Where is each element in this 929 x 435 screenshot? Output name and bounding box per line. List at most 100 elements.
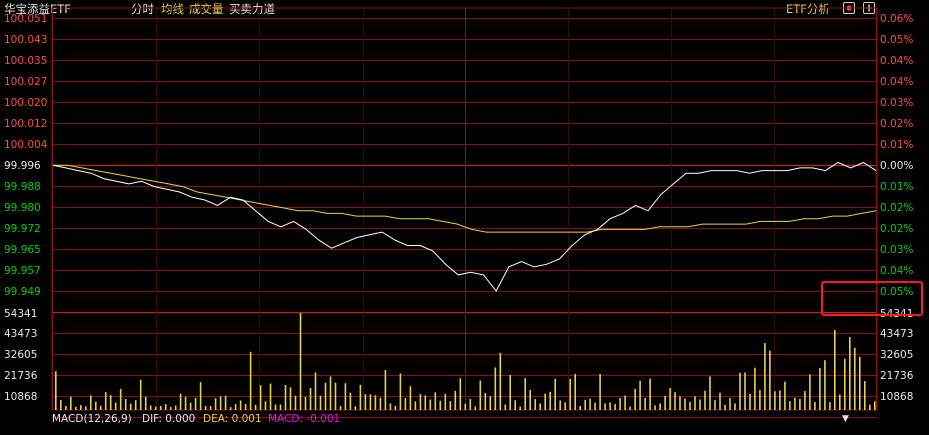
volume-bar xyxy=(334,382,337,410)
volume-bar xyxy=(344,383,347,410)
percent-tick-label: 0.05% xyxy=(880,34,913,46)
percent-tick-label: 0.02% xyxy=(880,223,913,235)
price-line xyxy=(52,161,877,292)
volume-bar xyxy=(284,385,287,410)
volume-bar xyxy=(559,400,561,410)
volume-tick-label: 10868 xyxy=(4,391,37,403)
volume-bar xyxy=(619,398,621,410)
volume-bar xyxy=(55,371,57,410)
volume-bar xyxy=(539,403,541,410)
volume-bar xyxy=(799,398,801,410)
volume-bar xyxy=(394,405,397,410)
percent-tick-label: 0.04% xyxy=(880,265,913,277)
macd-dea: DEA: 0.001 xyxy=(203,413,262,425)
tab-avg-line[interactable]: 均线 xyxy=(161,2,184,16)
volume-bar xyxy=(304,396,307,410)
volume-bar xyxy=(874,401,876,410)
volume-bar xyxy=(479,380,482,410)
volume-bar xyxy=(654,405,656,410)
percent-tick-label: 0.06% xyxy=(880,13,913,25)
volume-bar xyxy=(649,378,651,410)
volume-bar xyxy=(609,402,611,410)
volume-bar xyxy=(529,390,531,410)
volume-bar xyxy=(234,404,237,410)
macd-name[interactable]: MACD(12,26,9) xyxy=(52,413,132,425)
price-tick-label: 99.980 xyxy=(4,202,41,214)
volume-bar xyxy=(384,370,387,410)
volume-bar xyxy=(349,392,352,410)
volume-bar xyxy=(244,404,247,410)
collapse-arrow-icon[interactable]: ▼ xyxy=(842,414,849,424)
volume-bar xyxy=(824,360,826,410)
volume-bar xyxy=(489,396,492,410)
volume-bar xyxy=(354,406,357,410)
volume-bar xyxy=(75,406,77,410)
volume-bar xyxy=(134,400,137,410)
volume-bar xyxy=(219,396,222,410)
volume-bar xyxy=(404,398,407,410)
volume-bar xyxy=(574,373,576,410)
volume-bar xyxy=(684,398,686,410)
percent-tick-label: 0.03% xyxy=(880,244,913,256)
volume-bar xyxy=(564,402,566,410)
volume-bar xyxy=(224,395,227,410)
percent-tick-label: 0.03% xyxy=(880,97,913,109)
volume-bar xyxy=(80,405,82,410)
volume-bar xyxy=(679,396,681,410)
volume-bar xyxy=(739,372,741,410)
volume-bar xyxy=(469,398,472,410)
volume-bar xyxy=(664,396,666,410)
volume-bar xyxy=(804,391,806,410)
volume-bar xyxy=(819,368,821,410)
tab-intraday[interactable]: 分时 xyxy=(131,2,154,16)
volume-bar xyxy=(414,401,417,410)
volume-bar xyxy=(129,403,132,410)
volume-bar xyxy=(634,388,636,410)
volume-bar xyxy=(419,394,422,410)
volume-bar xyxy=(399,373,402,410)
volume-bar xyxy=(714,400,716,410)
price-tick-label: 100.051 xyxy=(4,13,47,25)
volume-bar xyxy=(439,400,442,410)
volume-bar xyxy=(809,374,811,410)
volume-bar xyxy=(829,402,831,410)
volume-bar xyxy=(734,403,736,410)
volume-bar xyxy=(704,390,706,410)
volume-bar xyxy=(604,403,606,410)
volume-bar xyxy=(139,379,142,410)
volume-bar xyxy=(324,382,327,410)
volume-bar xyxy=(689,402,691,410)
volume-bar xyxy=(449,401,452,410)
volume-bar xyxy=(85,406,87,410)
volume-bar xyxy=(569,378,571,410)
volume-bar xyxy=(599,373,601,410)
volume-bar xyxy=(499,352,502,410)
etf-analysis-link[interactable]: ETF分析 xyxy=(786,2,830,16)
volume-bar xyxy=(749,393,751,410)
percent-tick-label: 0.05% xyxy=(880,286,913,298)
volume-bar xyxy=(839,394,841,410)
volume-bar xyxy=(624,395,626,410)
price-tick-label: 99.988 xyxy=(4,181,41,193)
volume-bar xyxy=(444,393,447,410)
tab-buy-sell-power[interactable]: 买卖力道 xyxy=(229,2,275,16)
percent-tick-label: 0.02% xyxy=(880,202,913,214)
volume-tick-label-right: 10868 xyxy=(880,391,913,403)
volume-bar xyxy=(849,337,851,410)
volume-bar xyxy=(699,399,701,410)
volume-bar xyxy=(379,397,382,410)
volume-bar xyxy=(424,395,427,410)
volume-bar xyxy=(719,392,721,410)
volume-tick-label: 32605 xyxy=(4,349,37,361)
volume-bar xyxy=(339,406,342,410)
volume-bar xyxy=(369,394,372,410)
price-tick-label: 99.957 xyxy=(4,265,41,277)
volume-bar xyxy=(119,388,122,410)
volume-tick-label-right: 32605 xyxy=(880,349,913,361)
percent-tick-label: 0.00% xyxy=(880,160,913,172)
volume-bar xyxy=(214,398,217,410)
volume-bar xyxy=(269,383,272,410)
tab-volume[interactable]: 成交量 xyxy=(189,2,224,16)
volume-bar xyxy=(814,402,816,410)
